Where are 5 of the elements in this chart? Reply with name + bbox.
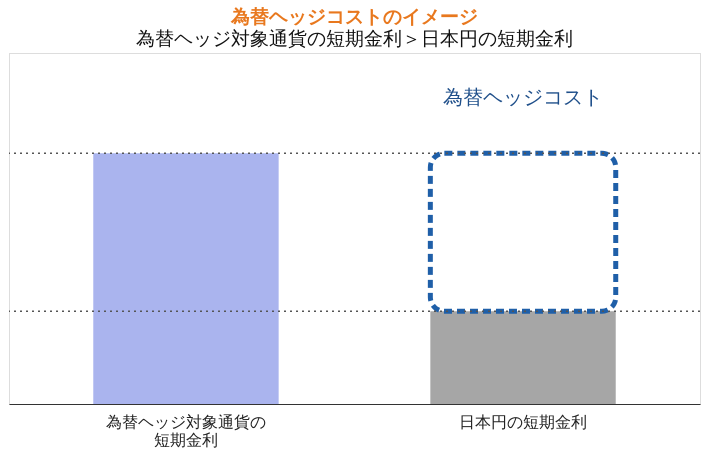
x-tick-label: 日本円の短期金利 — [459, 412, 588, 432]
chart-title: 為替ヘッジコストのイメージ — [230, 6, 478, 28]
x-tick-label: 為替ヘッジ対象通貨の短期金利 — [106, 412, 266, 450]
chart-subtitle: 為替ヘッジ対象通貨の短期金利＞日本円の短期金利 — [136, 28, 573, 50]
text: 為替ヘッジコスト — [443, 85, 604, 110]
